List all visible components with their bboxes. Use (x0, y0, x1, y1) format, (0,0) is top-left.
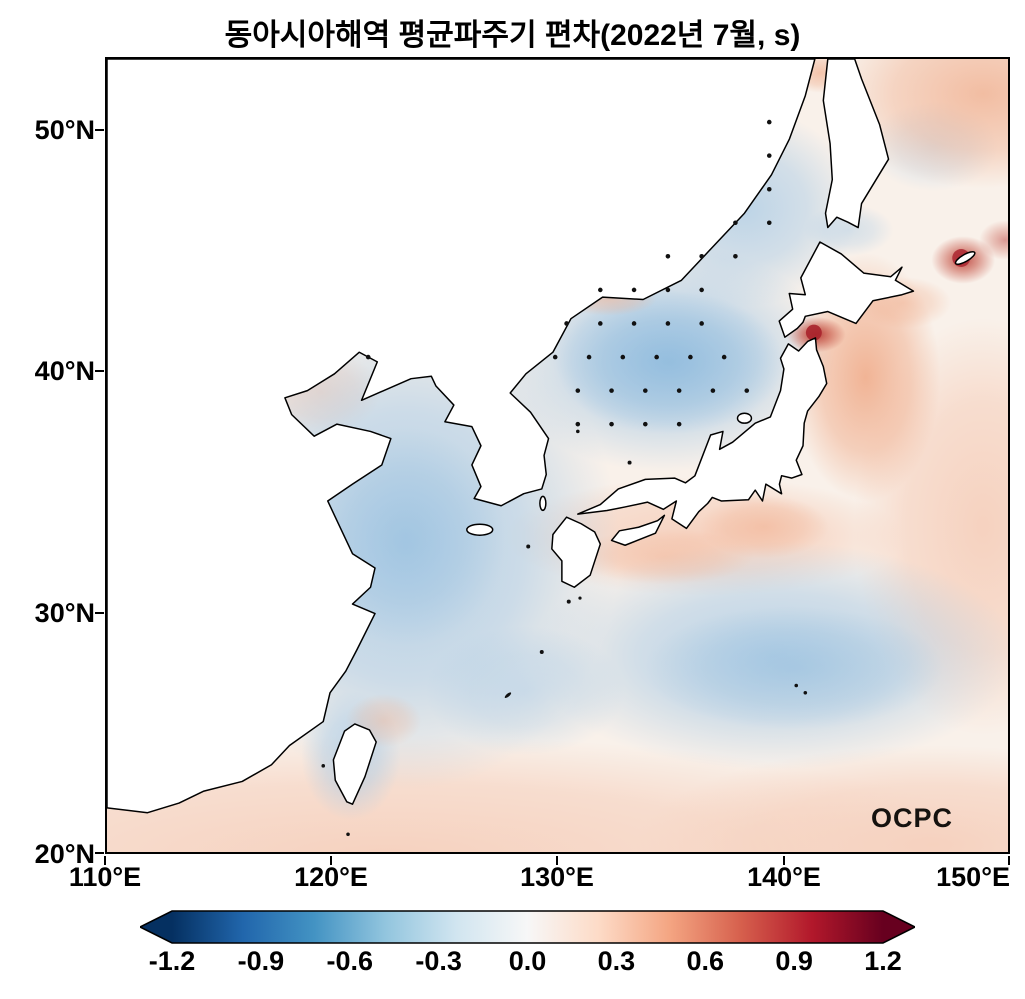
small-islands (321, 429, 808, 837)
map-canvas (107, 59, 1008, 852)
coastline-honshu (577, 337, 828, 530)
x-tick-label-130e: 130°E (520, 862, 594, 892)
y-axis-tick (95, 129, 104, 131)
y-tick-label-30n: 30°N (34, 598, 95, 628)
colorbar-gradient (172, 911, 883, 943)
colorbar-tick: 0.9 (775, 946, 813, 976)
colorbar-tick: -1.2 (148, 946, 196, 976)
x-axis-tick (556, 856, 558, 865)
y-axis-tick (95, 852, 104, 854)
colorbar-right-arrow (883, 911, 915, 943)
coastline-hokkaido (778, 241, 915, 338)
x-axis-tick (330, 856, 332, 865)
island-jeju (466, 523, 494, 536)
coastline-taiwan (332, 723, 377, 805)
x-tick-label-120e: 120°E (294, 862, 368, 892)
colorbar-tick: 1.2 (864, 946, 902, 976)
colorbar-tick: 0.6 (686, 946, 725, 976)
coastline-shikoku (610, 514, 666, 546)
colorbar-left-arrow (140, 911, 172, 943)
y-tick-label-40n: 40°N (34, 356, 95, 386)
colorbar (140, 910, 915, 944)
stipple-dots (365, 119, 772, 427)
chart-title: 동아시아해역 평균파주기 편차(2022년 7월, s) (224, 19, 801, 52)
y-axis-tick (95, 370, 104, 372)
map-plot: OCPC (105, 57, 1010, 854)
colorbar-tick: -0.9 (237, 946, 285, 976)
x-axis-tick (1008, 856, 1010, 865)
land-layer (107, 59, 976, 814)
coastline-china-korea-russia (107, 59, 816, 814)
island-tsushima (539, 495, 547, 512)
y-tick-label-20n: 20°N (34, 839, 95, 869)
x-axis-tick (783, 856, 785, 865)
y-tick-label-50n: 50°N (34, 115, 95, 145)
x-axis-tick (104, 856, 106, 865)
colorbar-tick: 0.0 (508, 946, 547, 976)
colorbar-outline (140, 910, 915, 944)
coastline-kyushu (551, 516, 602, 588)
colorbar-tick-labels: -1.2 -0.9 -0.6 -0.3 0.0 0.3 0.6 0.9 1.2 (149, 946, 902, 986)
x-tick-label-140e: 140°E (747, 862, 821, 892)
colorbar-tick: -0.6 (326, 946, 374, 976)
island-kuril (954, 251, 976, 265)
x-tick-label-150e: 150°E (936, 862, 1010, 892)
ocpc-logo: OCPC (870, 803, 953, 833)
x-tick-label-110e: 110°E (68, 862, 142, 892)
colorbar-canvas (140, 910, 915, 944)
y-axis-tick (95, 612, 104, 614)
coastline-sakhalin (822, 59, 890, 229)
island-sado (736, 412, 753, 424)
colorbar-tick: -0.3 (415, 946, 462, 976)
colorbar-tick: 0.3 (597, 946, 636, 976)
